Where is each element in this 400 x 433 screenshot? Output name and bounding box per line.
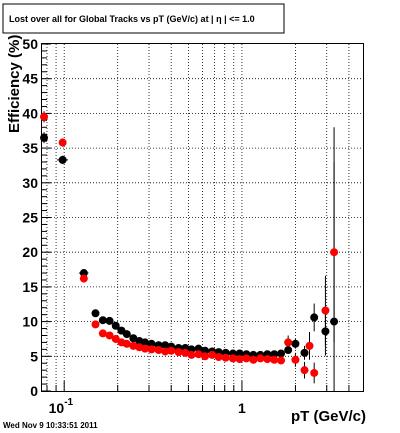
data-point: [122, 330, 131, 339]
y-tick-label: 10: [22, 314, 38, 330]
data-point: [228, 354, 237, 363]
data-point: [194, 344, 203, 353]
y-tick-label: 0: [30, 383, 38, 399]
data-point: [277, 356, 286, 365]
data-point: [181, 348, 190, 357]
data-point: [91, 309, 100, 318]
y-tick-label: 20: [22, 244, 38, 260]
data-point: [242, 354, 251, 363]
y-tick-label: 40: [22, 105, 38, 121]
data-point: [214, 352, 223, 361]
x-tick-label: 10: [49, 400, 65, 416]
data-point: [141, 344, 150, 353]
data-point: [122, 339, 131, 348]
data-point: [194, 350, 203, 359]
title-box: Lost over all for Global Tracks vs pT (G…: [2, 3, 285, 34]
data-point: [310, 368, 319, 377]
data-series: [40, 111, 339, 391]
data-point: [79, 274, 88, 283]
data-point: [235, 349, 244, 358]
data-point: [141, 338, 150, 347]
data-point: [58, 155, 67, 164]
data-point: [291, 355, 300, 364]
data-point: [154, 346, 163, 355]
y-tick-label: 25: [22, 210, 38, 226]
data-point: [111, 321, 120, 330]
data-point: [58, 138, 67, 147]
timestamp: Wed Nov 9 10:33:51 2011: [3, 421, 98, 430]
data-point: [321, 306, 330, 315]
data-point: [291, 339, 300, 348]
x-tick-labels: 10 -1 1: [49, 397, 246, 416]
y-tick-label: 15: [22, 279, 38, 295]
data-point: [161, 341, 170, 350]
data-point: [284, 346, 293, 355]
data-point: [270, 350, 279, 359]
data-point: [174, 348, 183, 357]
y-tick-label: 30: [22, 175, 38, 191]
data-point: [91, 320, 100, 329]
data-point: [270, 355, 279, 364]
data-point: [40, 133, 49, 142]
data-point: [187, 345, 196, 354]
data-point: [105, 316, 114, 325]
y-tick-label: 5: [30, 348, 38, 364]
chart-title: Lost over all for Global Tracks vs pT (G…: [9, 14, 255, 24]
data-point: [98, 316, 107, 325]
data-point: [300, 348, 309, 357]
data-point: [98, 329, 107, 338]
y-axis-title: Efficiency (%): [6, 35, 23, 133]
grid: [42, 44, 363, 391]
data-point: [305, 341, 314, 350]
data-point: [40, 112, 49, 121]
x-tick-label: 1: [238, 400, 246, 416]
data-point: [79, 269, 88, 278]
data-point: [249, 355, 258, 364]
data-point: [187, 350, 196, 359]
data-point: [310, 313, 319, 322]
y-tick-label: 35: [22, 140, 38, 156]
y-tick-label: 45: [22, 71, 38, 87]
y-tick-label: 50: [22, 36, 38, 52]
data-point: [129, 334, 138, 343]
data-point: [263, 355, 272, 364]
data-point: [147, 345, 156, 354]
data-point: [300, 366, 309, 375]
data-point: [330, 248, 339, 257]
y-tick-labels: 0 5 10 15 20 25 30 35 40 45 50: [22, 36, 38, 399]
x-axis-title: pT (GeV/c): [291, 408, 366, 425]
data-point: [208, 350, 217, 359]
data-point: [161, 347, 170, 356]
axis-ticks: [42, 43, 350, 392]
data-point: [221, 353, 230, 362]
data-point: [105, 331, 114, 340]
x-tick-label-exponent: -1: [64, 397, 73, 408]
data-point: [167, 346, 176, 355]
data-point: [256, 354, 265, 363]
data-point: [277, 349, 286, 358]
data-point: [147, 339, 156, 348]
data-point: [284, 338, 293, 347]
data-point: [201, 352, 210, 361]
data-point: [235, 355, 244, 364]
data-point: [201, 346, 210, 355]
data-point: [129, 341, 138, 350]
series-1: [40, 111, 339, 384]
